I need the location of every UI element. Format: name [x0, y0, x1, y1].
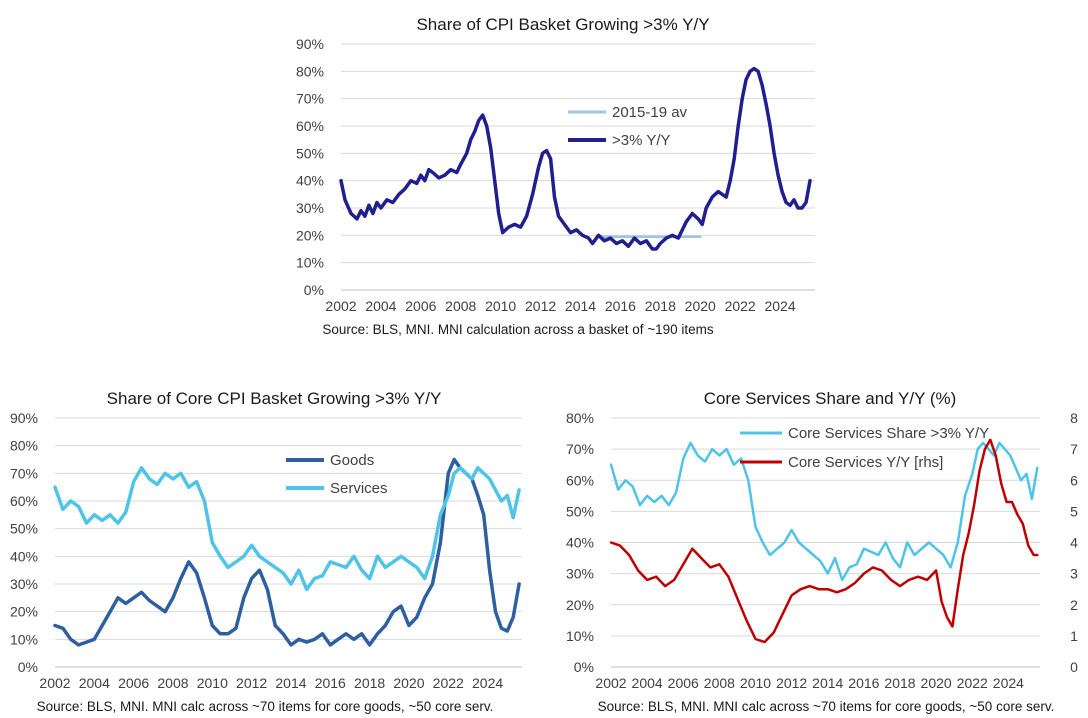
y-tick-label: 70%	[10, 465, 38, 481]
chart-source-note: Source: BLS, MNI. MNI calc across ~70 it…	[598, 699, 1055, 714]
y-tick-label: 50%	[296, 145, 324, 161]
y-tick-label: 0%	[574, 659, 594, 675]
y-tick-label: 90%	[10, 410, 38, 426]
chart-core-services: 0% 10% 20% 30% 40% 50% 60% 70% 80% 0 1 2 3 4 5 6 7 8 2002 2…	[566, 389, 1078, 714]
x-tick-label: 2018	[884, 675, 915, 691]
x-tick-label: 2018	[354, 675, 385, 691]
chart-core-basket: 0% 10% 20% 30% 40% 50% 60% 70% 80% 90% 2002 2004 200…	[10, 389, 522, 714]
y-tick-label: 30%	[296, 200, 324, 216]
x-tick-label: 2018	[645, 298, 676, 314]
x-tick-label: 2014	[812, 675, 843, 691]
y2-tick-label: 5	[1070, 503, 1078, 519]
series-line	[53, 466, 521, 592]
chart-source-note: Source: BLS, MNI. MNI calc across ~70 it…	[37, 699, 494, 714]
x-tick-label: 2002	[595, 675, 626, 691]
x-tick-label: 2014	[275, 675, 306, 691]
x-tick-label: 2004	[632, 675, 663, 691]
chart-title: Share of Core CPI Basket Growing >3% Y/Y	[107, 389, 442, 408]
x-tick-label: 2020	[685, 298, 716, 314]
y-tick-label: 20%	[566, 597, 594, 613]
x-tick-label: 2014	[565, 298, 596, 314]
y2-tick-label: 4	[1070, 535, 1078, 551]
x-tick-label: 2024	[472, 675, 503, 691]
x-tick-label: 2008	[704, 675, 735, 691]
legend-label: Core Services Share >3% Y/Y	[788, 425, 989, 442]
x-tick-label: 2020	[393, 675, 424, 691]
x-tick-label: 2004	[79, 675, 110, 691]
x-tick-label: 2022	[957, 675, 988, 691]
y-tick-label: 40%	[296, 173, 324, 189]
y-tick-label: 20%	[10, 604, 38, 620]
y-tick-label: 50%	[10, 521, 38, 537]
y-tick-label: 10%	[566, 628, 594, 644]
x-tick-label: 2008	[157, 675, 188, 691]
legend-label: Core Services Y/Y [rhs]	[788, 454, 943, 471]
series-line	[53, 457, 521, 647]
y-tick-label: 80%	[10, 438, 38, 454]
y-tick-label: 0%	[18, 659, 38, 675]
x-tick-label: 2022	[725, 298, 756, 314]
y-tick-label: 10%	[296, 255, 324, 271]
x-tick-label: 2016	[315, 675, 346, 691]
x-tick-label: 2002	[325, 298, 356, 314]
y2-tick-label: 7	[1070, 441, 1078, 457]
y2-tick-label: 2	[1070, 597, 1078, 613]
y-tick-label: 40%	[10, 548, 38, 564]
chart-title: Core Services Share and Y/Y (%)	[704, 389, 957, 408]
x-tick-label: 2008	[445, 298, 476, 314]
series-line	[609, 438, 1039, 644]
y2-tick-label: 6	[1070, 472, 1078, 488]
x-tick-label: 2024	[993, 675, 1024, 691]
legend-label: 2015-19 av	[612, 104, 688, 121]
series-line	[609, 441, 1039, 582]
x-tick-label: 2016	[605, 298, 636, 314]
y-tick-label: 30%	[566, 566, 594, 582]
x-tick-label: 2004	[365, 298, 396, 314]
x-tick-label: 2006	[668, 675, 699, 691]
y-tick-label: 60%	[10, 493, 38, 509]
y-tick-label: 40%	[566, 535, 594, 551]
y-tick-label: 70%	[296, 91, 324, 107]
x-tick-label: 2016	[848, 675, 879, 691]
x-tick-label: 2006	[118, 675, 149, 691]
y-tick-label: 50%	[566, 503, 594, 519]
y-tick-label: 10%	[10, 631, 38, 647]
x-tick-label: 2024	[764, 298, 795, 314]
legend-label: Services	[330, 480, 388, 497]
x-tick-label: 2010	[740, 675, 771, 691]
x-tick-label: 2010	[485, 298, 516, 314]
y-tick-label: 70%	[566, 441, 594, 457]
chart-source-note: Source: BLS, MNI. MNI calculation across…	[322, 322, 714, 337]
x-tick-label: 2006	[405, 298, 436, 314]
x-tick-label: 2010	[197, 675, 228, 691]
y-tick-label: 80%	[566, 410, 594, 426]
y-tick-label: 90%	[296, 36, 324, 52]
y-tick-label: 0%	[304, 282, 324, 298]
y2-tick-label: 3	[1070, 566, 1078, 582]
y-tick-label: 60%	[566, 472, 594, 488]
series-line	[339, 66, 812, 251]
chart-cpi-basket: 0% 10% 20% 30% 40% 50% 60% 70% 80% 90% 2002 2004 200…	[296, 15, 815, 337]
x-tick-label: 2012	[776, 675, 807, 691]
x-tick-label: 2022	[433, 675, 464, 691]
legend-label: Goods	[330, 452, 374, 469]
x-tick-label: 2002	[39, 675, 70, 691]
x-tick-label: 2012	[236, 675, 267, 691]
y2-tick-label: 8	[1070, 410, 1078, 426]
y-tick-label: 20%	[296, 227, 324, 243]
y2-tick-label: 0	[1070, 659, 1078, 675]
y-tick-label: 30%	[10, 576, 38, 592]
legend-label: >3% Y/Y	[612, 132, 671, 149]
y-tick-label: 60%	[296, 118, 324, 134]
y-tick-label: 80%	[296, 63, 324, 79]
x-tick-label: 2020	[921, 675, 952, 691]
x-tick-label: 2012	[525, 298, 556, 314]
chart-title: Share of CPI Basket Growing >3% Y/Y	[416, 15, 709, 34]
y2-tick-label: 1	[1070, 628, 1078, 644]
